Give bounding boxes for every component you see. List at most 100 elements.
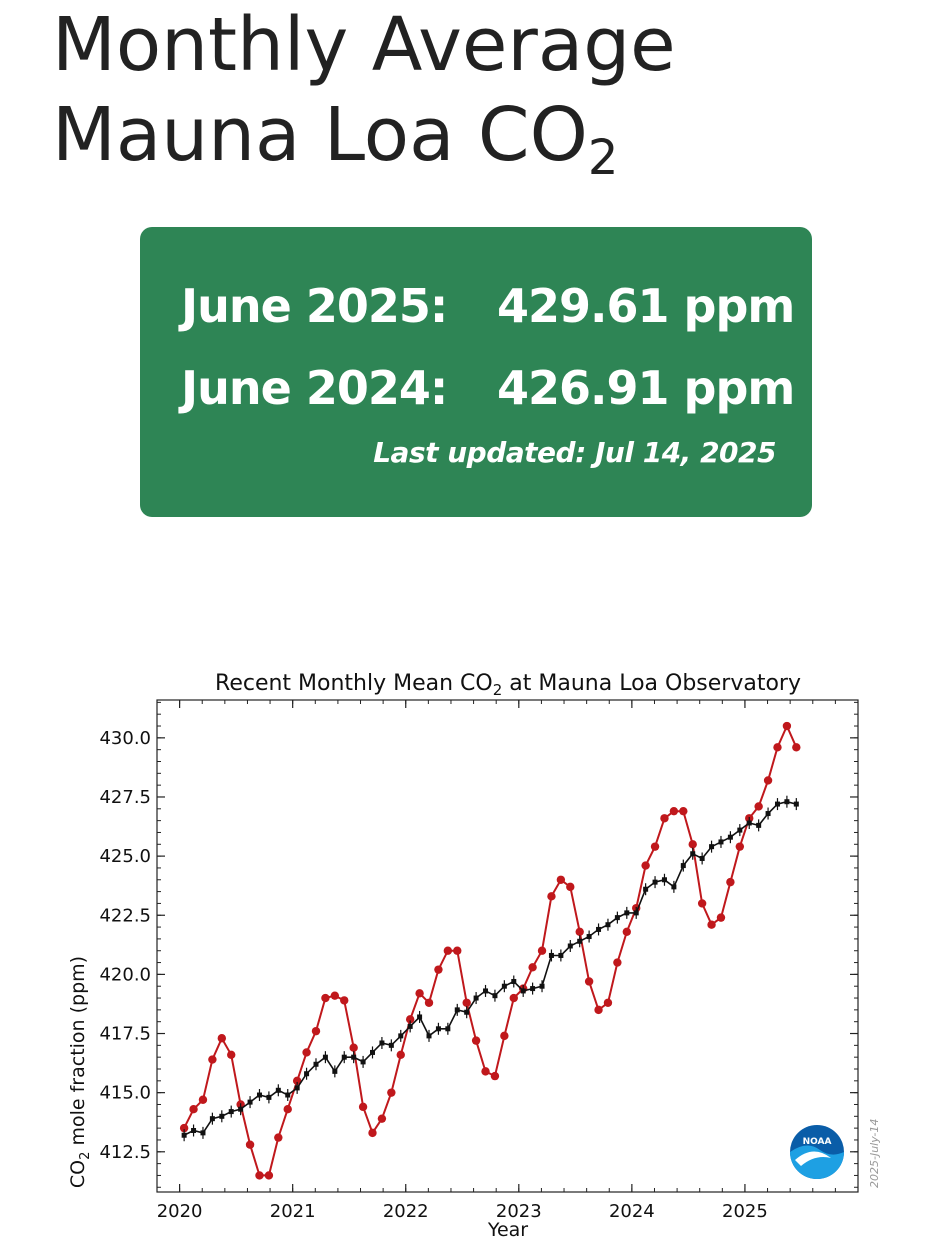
deseasonalized-point [784,799,790,805]
plot-frame [156,699,859,1193]
deseasonalized-point [709,844,715,850]
y-tick-label: 417.5 [99,1024,151,1045]
monthly-mean-point [302,1048,311,1057]
deseasonalized-point [652,879,658,885]
monthly-mean-point [575,927,584,937]
x-tick-label: 2024 [609,1201,655,1222]
monthly-mean-point [255,1171,264,1180]
monthly-mean-point [782,721,792,731]
deseasonalized-point [624,910,630,916]
monthly-mean-point [754,802,763,811]
y-axis-label: CO2 mole fraction (ppm) [67,956,93,1188]
x-tick-label: 2021 [270,1201,316,1222]
chart-title: Recent Monthly Mean CO2 at Mauna Loa Obs… [215,671,801,699]
deseasonalized-point [614,915,620,921]
monthly-mean-point [387,1088,396,1097]
deseasonalized-point [219,1113,225,1119]
deseasonalized-point [511,978,517,984]
deseasonalized-point [209,1116,215,1122]
monthly-mean-point [340,996,349,1005]
deseasonalized-point [454,1007,460,1013]
monthly-mean-point [227,1050,236,1060]
deseasonalized-point [577,938,583,944]
deseasonalized-point [756,822,762,828]
deseasonalized-point [501,983,507,989]
deseasonalized-point [483,988,489,994]
deseasonalized-point [228,1109,234,1115]
date-watermark: 2025-July-14 [868,1119,881,1188]
y-tick-label: 422.5 [99,905,151,926]
monthly-mean-point [594,1005,603,1015]
monthly-mean-point [763,776,773,785]
monthly-mean-point [773,743,782,752]
deseasonalized-point [671,884,677,890]
deseasonalized-point [304,1071,310,1077]
previous-year-value: 426.91 ppm [497,361,795,415]
monthly-mean-point [274,1133,283,1142]
deseasonalized-point [379,1040,385,1046]
monthly-mean-point [641,861,650,870]
deseasonalized-point [181,1132,187,1138]
x-tick-label: 2022 [383,1201,429,1222]
y-tick-label: 415.0 [99,1083,151,1104]
noaa-logo: NOAA [790,1125,844,1179]
monthly-mean-point [500,1031,509,1041]
monthly-mean-point [528,963,537,972]
monthly-mean-line [183,723,798,1177]
deseasonalized-point [586,934,592,940]
current-month-label: June 2025: [181,279,448,333]
deseasonalized-point [567,943,573,949]
deseasonalized-point [690,851,696,857]
deseasonalized-point [633,910,639,916]
current-month-value: 429.61 ppm [497,279,795,333]
x-tick-label: 2020 [157,1201,203,1222]
latest-values-card: June 2025: 429.61 ppm June 2024: 426.91 … [140,227,812,517]
title-subscript: 2 [587,130,619,186]
monthly-mean-point [650,842,660,851]
x-tick-label: 2025 [722,1201,768,1222]
deseasonalized-point [737,827,743,833]
deseasonalized-point [200,1130,206,1136]
deseasonalized-point [191,1128,197,1133]
deseasonalized-point [699,855,705,861]
deseasonalized-point [417,1014,423,1020]
deseasonalized-point [793,801,799,807]
monthly-mean-point [697,899,707,908]
x-axis-label: Year [487,1219,528,1241]
monthly-mean-point [453,946,462,955]
deseasonalized-point [238,1106,244,1112]
monthly-mean-point [584,977,594,986]
deseasonalized-point [370,1049,376,1055]
monthly-mean-point [443,946,453,955]
noaa-logo-text: NOAA [803,1137,832,1147]
deseasonalized-point [332,1068,338,1074]
deseasonalized-point [765,811,771,817]
monthly-mean-point [556,875,566,884]
deseasonalized-point [539,983,545,989]
y-tick-label: 412.5 [99,1142,151,1163]
deseasonalized-point [774,801,780,807]
monthly-mean-point [292,1076,302,1086]
deseasonalized-point [341,1054,347,1060]
monthly-mean-point [434,965,443,974]
deseasonalized-point [388,1042,394,1048]
x-tick-label: 2023 [496,1201,542,1222]
monthly-mean-point [424,998,434,1007]
deseasonalized-point [661,877,667,883]
monthly-mean-point [481,1067,490,1076]
monthly-mean-point [217,1034,227,1043]
monthly-mean-point [490,1071,500,1081]
deseasonalized-point [285,1092,291,1098]
deseasonalized-point [558,952,564,958]
monthly-mean-point [707,920,716,929]
deseasonalized-point [445,1026,451,1032]
monthly-mean-point [208,1055,217,1064]
y-tick-label: 430.0 [99,728,151,749]
monthly-mean-point [462,998,471,1007]
monthly-mean-point [283,1105,292,1114]
monthly-mean-point [613,958,622,967]
deseasonalized-point [473,995,479,1001]
monthly-mean-point [669,806,679,816]
deseasonalized-point [322,1054,328,1060]
monthly-mean-point [735,842,745,851]
